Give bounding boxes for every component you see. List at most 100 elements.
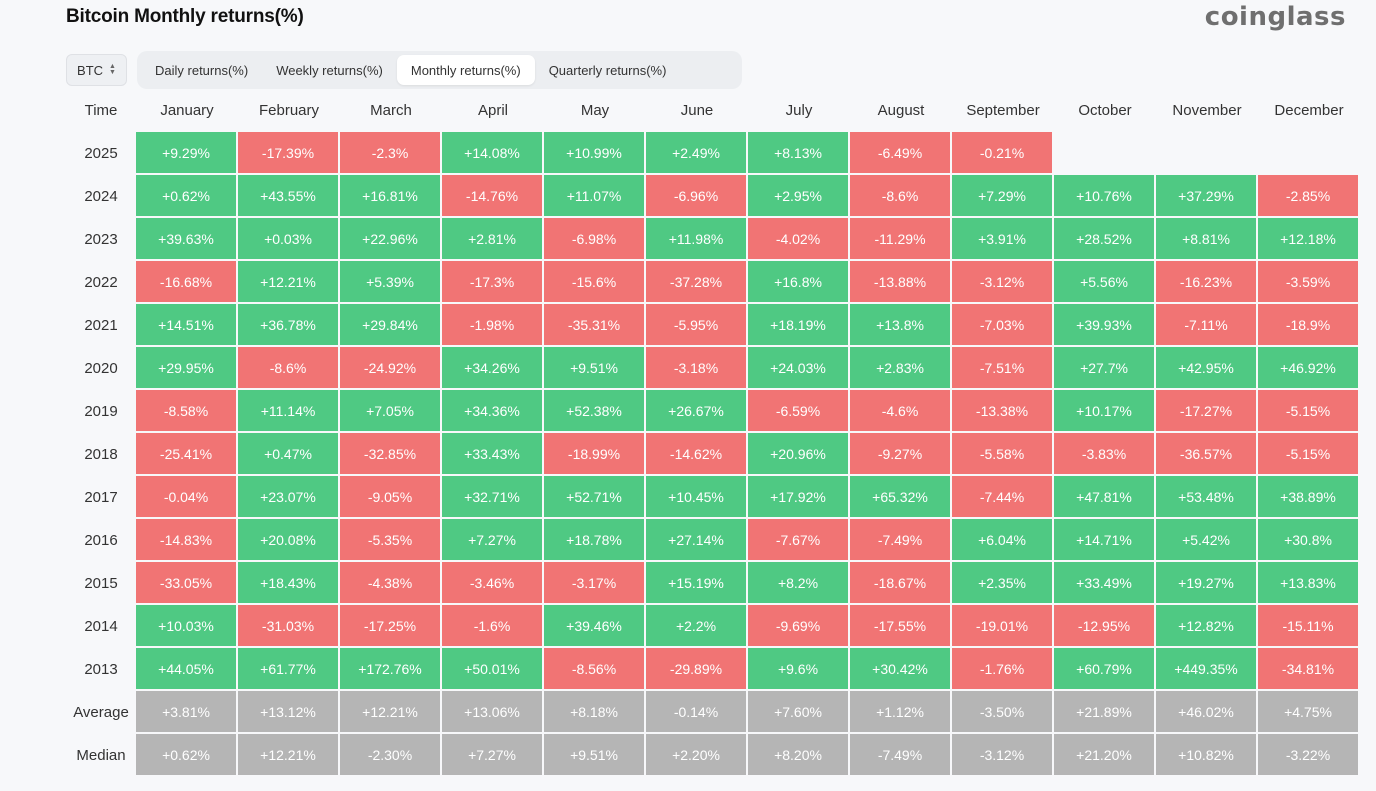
- return-cell: -29.89%: [646, 648, 746, 689]
- return-cell: +12.18%: [1258, 218, 1358, 259]
- return-cell: -16.23%: [1156, 261, 1256, 302]
- month-header-november: November: [1172, 101, 1242, 119]
- return-cell: +7.27%: [442, 519, 542, 560]
- return-cell: -17.55%: [850, 605, 950, 646]
- return-cell: -3.46%: [442, 562, 542, 603]
- return-cell: [1054, 132, 1154, 173]
- return-cell: +6.04%: [952, 519, 1052, 560]
- summary-row-average: Average +3.81% +13.12% +12.21% +13.06% +8.18%…: [66, 691, 1360, 734]
- return-cell: +39.46%: [544, 605, 644, 646]
- return-cell: -4.38%: [340, 562, 440, 603]
- year-row: 2021 +14.51% +36.78% +29.84% -1.98% -35.31% -5…: [66, 304, 1360, 347]
- month-header-march: March: [370, 101, 412, 119]
- year-row: 2014 +10.03% -31.03% -17.25% -1.6% +39.46% +2.…: [66, 605, 1360, 648]
- return-cell: +449.35%: [1156, 648, 1256, 689]
- return-cell: -3.22%: [1258, 734, 1358, 775]
- summary-row-median: Median +0.62% +12.21% -2.30% +7.27% +9.51% +2.…: [66, 734, 1360, 777]
- return-cell: +27.14%: [646, 519, 746, 560]
- return-cell: -8.56%: [544, 648, 644, 689]
- return-cell: +29.84%: [340, 304, 440, 345]
- return-cell: +28.52%: [1054, 218, 1154, 259]
- return-cell: -15.11%: [1258, 605, 1358, 646]
- return-cell: +13.83%: [1258, 562, 1358, 603]
- return-cell: +18.78%: [544, 519, 644, 560]
- return-cell: +34.26%: [442, 347, 542, 388]
- return-cell: +12.21%: [340, 691, 440, 732]
- month-header-august: August: [877, 101, 925, 119]
- return-cell: +27.7%: [1054, 347, 1154, 388]
- return-cell: +172.76%: [340, 648, 440, 689]
- return-cell: +53.48%: [1156, 476, 1256, 517]
- coinglass-logo[interactable]: coinglass: [1204, 2, 1346, 32]
- year-row: 2016 -14.83% +20.08% -5.35% +7.27% +18.78% +27…: [66, 519, 1360, 562]
- return-cell: +2.20%: [646, 734, 746, 775]
- return-cell: +29.95%: [136, 347, 236, 388]
- return-cell: +15.19%: [646, 562, 746, 603]
- page-title: Bitcoin Monthly returns(%): [66, 6, 304, 27]
- return-cell: +11.14%: [238, 390, 338, 431]
- return-cell: +7.05%: [340, 390, 440, 431]
- row-label: 2021: [84, 317, 118, 334]
- return-cell: -3.83%: [1054, 433, 1154, 474]
- year-row: 2025 +9.29% -17.39% -2.3% +14.08% +10.99% +2.4…: [66, 132, 1360, 175]
- return-cell: +37.29%: [1156, 175, 1256, 216]
- return-cell: -6.59%: [748, 390, 848, 431]
- return-cell: +20.08%: [238, 519, 338, 560]
- month-header-may: May: [580, 101, 610, 119]
- return-cell: -1.6%: [442, 605, 542, 646]
- year-row: 2024 +0.62% +43.55% +16.81% -14.76% +11.07% -6…: [66, 175, 1360, 218]
- return-cell: +30.8%: [1258, 519, 1358, 560]
- return-cell: +5.56%: [1054, 261, 1154, 302]
- return-cell: -5.15%: [1258, 433, 1358, 474]
- return-cell: +12.21%: [238, 261, 338, 302]
- return-cell: +50.01%: [442, 648, 542, 689]
- month-header-october: October: [1078, 101, 1132, 119]
- return-cell: +32.71%: [442, 476, 542, 517]
- return-cell: +10.82%: [1156, 734, 1256, 775]
- return-cell: +36.78%: [238, 304, 338, 345]
- returns-tabs: Daily returns(%) Weekly returns(%) Month…: [137, 51, 742, 89]
- return-cell: -6.98%: [544, 218, 644, 259]
- return-cell: +23.07%: [238, 476, 338, 517]
- return-cell: -17.39%: [238, 132, 338, 173]
- tab-weekly-returns[interactable]: Weekly returns(%): [276, 62, 383, 78]
- time-column-header: Time: [84, 101, 118, 119]
- year-row: 2022 -16.68% +12.21% +5.39% -17.3% -15.6% -37.…: [66, 261, 1360, 304]
- return-cell: +33.43%: [442, 433, 542, 474]
- return-cell: -13.38%: [952, 390, 1052, 431]
- year-row: 2023 +39.63% +0.03% +22.96% +2.81% -6.98% +11.…: [66, 218, 1360, 261]
- return-cell: -18.9%: [1258, 304, 1358, 345]
- return-cell: +46.92%: [1258, 347, 1358, 388]
- year-row: 2018 -25.41% +0.47% -32.85% +33.43% -18.99% -1…: [66, 433, 1360, 476]
- row-label: 2016: [84, 532, 118, 549]
- return-cell: +0.62%: [136, 734, 236, 775]
- return-cell: +9.51%: [544, 734, 644, 775]
- month-header-february: February: [258, 101, 320, 119]
- return-cell: +13.06%: [442, 691, 542, 732]
- tab-quarterly-returns[interactable]: Quarterly returns(%): [548, 62, 667, 78]
- tab-monthly-returns[interactable]: Monthly returns(%): [396, 55, 535, 85]
- tab-daily-returns[interactable]: Daily returns(%): [155, 62, 249, 78]
- row-label: 2017: [84, 489, 118, 506]
- return-cell: -6.49%: [850, 132, 950, 173]
- return-cell: -18.99%: [544, 433, 644, 474]
- return-cell: -6.96%: [646, 175, 746, 216]
- coin-select[interactable]: BTC ▲ ▼: [66, 54, 127, 86]
- return-cell: +26.67%: [646, 390, 746, 431]
- return-cell: +7.27%: [442, 734, 542, 775]
- return-cell: +12.82%: [1156, 605, 1256, 646]
- return-cell: -3.12%: [952, 261, 1052, 302]
- return-cell: +18.43%: [238, 562, 338, 603]
- return-cell: +2.81%: [442, 218, 542, 259]
- return-cell: -2.3%: [340, 132, 440, 173]
- return-cell: -17.25%: [340, 605, 440, 646]
- return-cell: [1156, 132, 1256, 173]
- return-cell: +38.89%: [1258, 476, 1358, 517]
- return-cell: +10.45%: [646, 476, 746, 517]
- row-label: 2023: [84, 231, 118, 248]
- return-cell: +8.20%: [748, 734, 848, 775]
- return-cell: -7.44%: [952, 476, 1052, 517]
- return-cell: -5.15%: [1258, 390, 1358, 431]
- return-cell: +8.18%: [544, 691, 644, 732]
- year-row: 2013 +44.05% +61.77% +172.76% +50.01% -8.56% -…: [66, 648, 1360, 691]
